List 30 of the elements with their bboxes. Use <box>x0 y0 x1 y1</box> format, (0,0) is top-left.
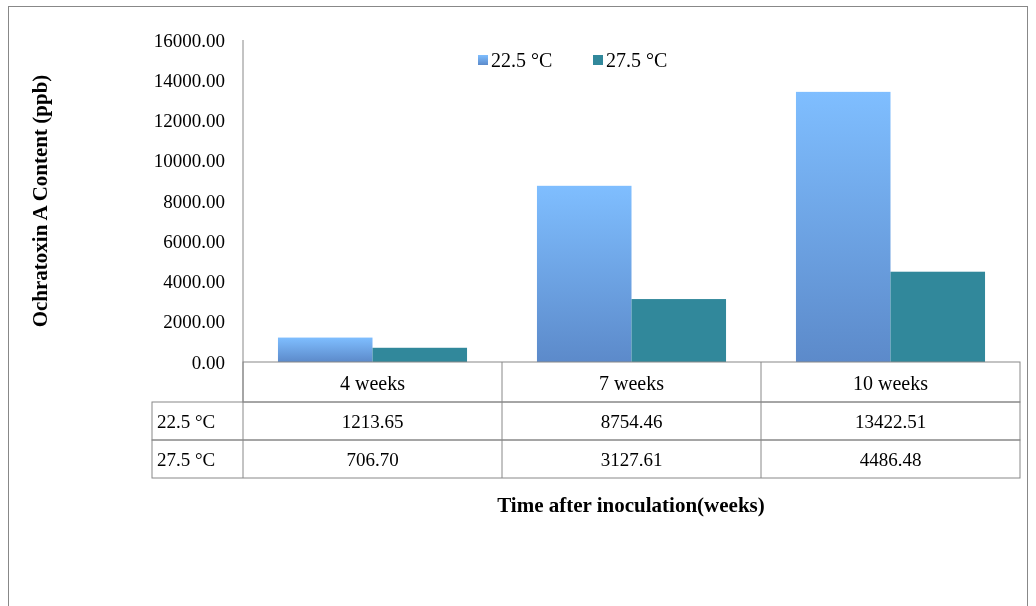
bar <box>277 337 373 362</box>
bar <box>890 271 986 362</box>
y-tick-label: 2000.00 <box>163 311 225 333</box>
y-axis-title: Ochratoxin A Content (ppb) <box>28 74 53 328</box>
data-label: 3127.61 <box>600 448 663 470</box>
bar <box>795 91 891 362</box>
bar <box>631 299 727 362</box>
text: 27.5 °C <box>157 448 216 470</box>
x-tick-label: 7 weeks <box>599 372 665 394</box>
y-tick-label: 10000.00 <box>153 150 225 172</box>
bar <box>372 347 468 362</box>
x-tick-label: 10 weeks <box>853 372 929 394</box>
y-tick-label: 14000.00 <box>153 69 225 91</box>
bar <box>536 185 632 362</box>
legend-label: 27.5 °C <box>606 49 668 71</box>
text: 22.5 °C <box>157 410 216 432</box>
x-tick-label: 4 weeks <box>340 372 406 394</box>
data-label: 8754.46 <box>600 410 663 432</box>
data-label: 1213.65 <box>341 410 404 432</box>
x-axis-title: Time after inoculation(weeks) <box>497 493 765 518</box>
legend-label: 22.5 °C <box>491 49 553 71</box>
data-label: 706.70 <box>346 448 399 470</box>
y-tick-label: 6000.00 <box>163 230 225 252</box>
y-tick-label: 12000.00 <box>153 110 225 132</box>
y-tick-label: 16000.00 <box>153 29 225 51</box>
data-label: 4486.48 <box>859 448 922 470</box>
y-tick-label: 8000.00 <box>163 190 225 212</box>
y-tick-label: 4000.00 <box>163 271 225 293</box>
y-tick-label: 0.00 <box>191 351 225 373</box>
data-label: 13422.51 <box>854 410 927 432</box>
